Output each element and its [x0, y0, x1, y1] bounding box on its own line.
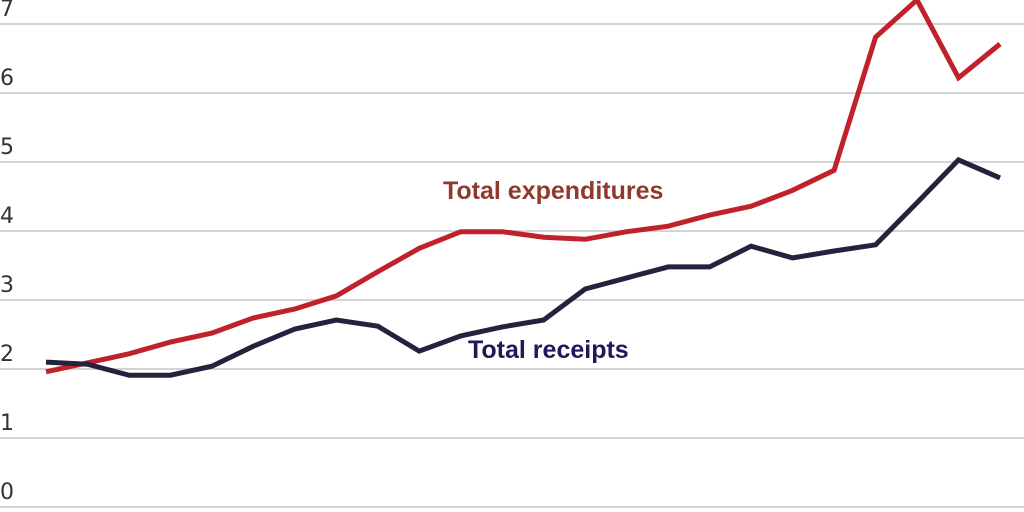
series-line-total-receipts	[45, 156, 1001, 378]
series-label-total-receipts: Total receipts	[468, 336, 629, 364]
series-line-total-expenditures	[45, 0, 1002, 375]
y-tick-label: 5	[0, 135, 14, 160]
y-tick-label: 0	[0, 480, 14, 505]
y-tick-label: 3	[0, 273, 14, 298]
y-tick-label: 7	[0, 0, 14, 22]
y-tick-label: 1	[0, 411, 14, 436]
series-label-total-expenditures: Total expenditures	[443, 177, 663, 205]
y-tick-label: 6	[0, 66, 14, 91]
y-tick-label: 4	[0, 204, 14, 229]
y-tick-label: 2	[0, 342, 14, 367]
